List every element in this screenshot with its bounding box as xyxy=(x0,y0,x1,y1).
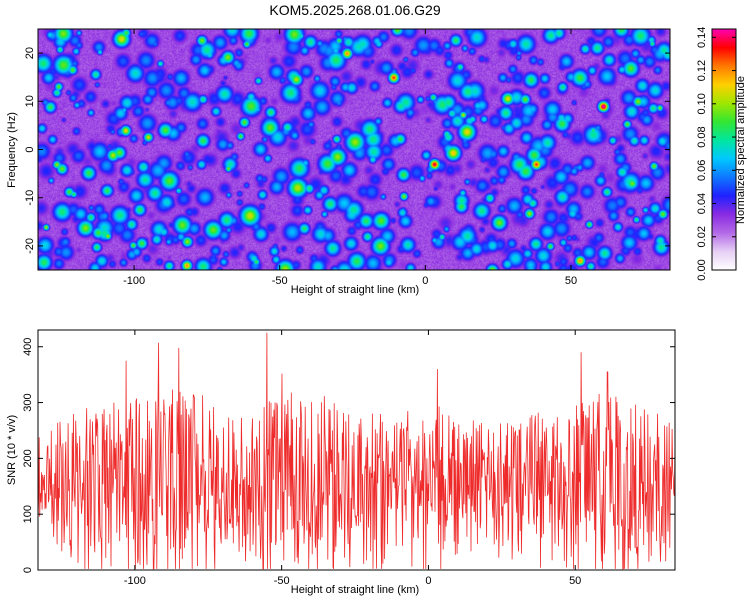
colorbar-tick-label: 0.00 xyxy=(696,259,708,280)
snr-y-tick-label: 400 xyxy=(22,338,34,356)
colorbar-tick-label: 0.14 xyxy=(696,27,708,48)
snr-x-ticks: -100 -50 0 50 xyxy=(124,330,581,587)
spectrogram-x-tick-label: -50 xyxy=(272,275,288,287)
chart-title: KOM5.2025.268.01.06.G29 xyxy=(269,2,440,18)
colorbar-frame xyxy=(711,28,737,271)
snr-series-line xyxy=(38,332,675,570)
snr-x-axis-label: Height of straight line (km) xyxy=(291,584,419,596)
colorbar-label: Normalized spectral amplitude xyxy=(735,76,747,224)
spectrogram-y-tick-label: 20 xyxy=(24,47,36,59)
spectrogram-x-tick-label: 0 xyxy=(422,275,428,287)
colorbar-tick-label: 0.12 xyxy=(696,60,708,81)
spectrogram-y-ticks: -20 -10 0 10 20 xyxy=(24,47,670,254)
spectrogram-y-axis-label: Frequency (Hz) xyxy=(6,112,18,188)
snr-frame xyxy=(37,329,676,571)
spectrogram-x-tick-label: -100 xyxy=(123,275,145,287)
spectrogram-y-tick-label: 0 xyxy=(24,146,36,152)
spectrogram-y-tick-label: 10 xyxy=(24,95,36,107)
spectrogram-x-ticks: -100 -50 0 50 xyxy=(123,29,577,287)
snr-x-tick-label: 50 xyxy=(569,575,581,587)
colorbar-tick-label: 0.08 xyxy=(696,126,708,147)
snr-panel: -100 -50 0 50 0 100 200 300 400 Height of strai… xyxy=(6,329,676,596)
colorbar: 0.00 0.02 0.04 0.06 0.08 0.10 0.12 0.14 Normali… xyxy=(696,27,747,281)
snr-y-tick-label: 0 xyxy=(22,567,34,573)
spectrogram-x-axis-label: Height of straight line (km) xyxy=(291,284,419,296)
snr-y-tick-label: 100 xyxy=(22,505,34,523)
spectrogram-x-tick-label: 50 xyxy=(565,275,577,287)
spectrogram-heatmap xyxy=(38,29,670,270)
snr-y-tick-label: 200 xyxy=(22,449,34,467)
snr-x-tick-label: -100 xyxy=(124,575,146,587)
snr-y-tick-label: 300 xyxy=(22,393,34,411)
snr-y-axis-label: SNR (10 * v/v) xyxy=(6,415,18,485)
colorbar-tick-label: 0.06 xyxy=(696,160,708,181)
snr-x-tick-label: 0 xyxy=(425,575,431,587)
colorbar-gradient xyxy=(712,29,736,270)
spectrogram-y-tick-label: -10 xyxy=(24,190,36,206)
colorbar-tick-label: 0.04 xyxy=(696,193,708,214)
colorbar-tick-label: 0.10 xyxy=(696,93,708,114)
colorbar-ticks: 0.00 0.02 0.04 0.06 0.08 0.10 0.12 0.14 xyxy=(696,27,736,281)
snr-x-tick-label: -50 xyxy=(274,575,290,587)
spectrogram-y-tick-label: -20 xyxy=(24,238,36,254)
snr-y-ticks: 0 100 200 300 400 xyxy=(22,338,675,573)
colorbar-tick-label: 0.02 xyxy=(696,226,708,247)
